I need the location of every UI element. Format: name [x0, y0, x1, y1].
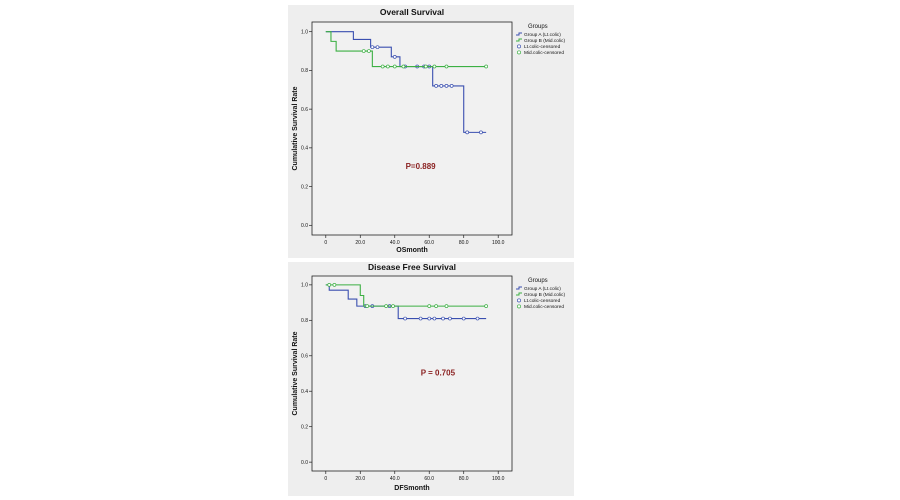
legend-marker-swatch — [517, 298, 521, 303]
censor-marker — [370, 45, 375, 50]
legend-title: Groups — [528, 278, 548, 284]
x-tick-label: 100.0 — [492, 476, 505, 482]
censor-marker — [475, 316, 480, 321]
censor-marker — [423, 64, 428, 69]
y-tick-label: 1.0 — [301, 283, 308, 289]
legend-item: Group A (Lt.colic) — [524, 32, 561, 38]
censor-marker — [401, 64, 406, 69]
censor-marker — [418, 316, 423, 321]
legend-line-swatch — [516, 286, 522, 290]
censor-marker — [392, 55, 397, 59]
censor-marker — [444, 84, 449, 88]
y-tick-label: 0.0 — [301, 460, 308, 466]
y-tick-label: 1.0 — [301, 29, 308, 35]
legend-item: Mid.colic-censored — [524, 50, 564, 56]
censor-marker — [332, 283, 337, 287]
y-tick-label: 0.4 — [301, 146, 308, 152]
x-tick-label: 0 — [324, 240, 327, 246]
censor-marker — [484, 304, 488, 308]
x-tick-label: 20.0 — [355, 476, 365, 482]
plot-area — [311, 275, 513, 472]
x-tick-label: 100.0 — [492, 240, 505, 246]
censor-marker — [380, 64, 385, 69]
censor-marker — [327, 283, 332, 287]
censor-marker — [449, 84, 454, 88]
censor-marker — [432, 64, 437, 69]
censor-marker — [365, 304, 370, 308]
p-value-annotation: P=0.889 — [406, 162, 437, 171]
y-tick-label: 0.6 — [301, 354, 308, 360]
x-tick-label: 80.0 — [459, 240, 469, 246]
chart-title: Overall Survival — [380, 7, 444, 17]
censor-marker — [386, 64, 390, 69]
censor-marker — [361, 49, 366, 53]
censor-marker — [465, 130, 470, 135]
censor-marker — [444, 64, 449, 69]
legend-item: Group A (Lt.colic) — [524, 286, 561, 292]
y-tick-label: 0.8 — [301, 68, 308, 74]
x-tick-label: 0 — [324, 476, 327, 482]
y-tick-label: 0.2 — [301, 184, 308, 190]
legend-marker-swatch — [517, 44, 521, 49]
series-line-group-a — [325, 284, 487, 320]
x-tick-label: 40.0 — [390, 476, 400, 482]
censor-marker — [439, 84, 444, 88]
legend-line-swatch — [516, 38, 522, 42]
legend-title: Groups — [528, 24, 548, 30]
y-tick-label: 0.0 — [301, 223, 308, 229]
censor-marker — [427, 304, 432, 308]
legend-item: Lt.colic-censored — [524, 44, 561, 50]
censor-marker — [367, 49, 371, 53]
y-axis-title: Cumulative Survival Rate — [292, 331, 299, 415]
overall-survival-panel: Overall Survival 0 20.0 40.0 60.0 80.0 100.0 0.… — [288, 5, 574, 258]
legend-item: Group B (Mid.colic) — [524, 38, 565, 44]
chart-title: Disease Free Survival — [368, 262, 456, 272]
censor-marker — [434, 304, 438, 308]
series-line-group-b — [325, 284, 487, 307]
censor-marker — [479, 130, 483, 135]
legend-item: Group B (Mid.colic) — [524, 292, 565, 298]
y-tick-label: 0.2 — [301, 424, 308, 430]
censor-marker — [432, 316, 437, 321]
censor-marker — [375, 45, 380, 50]
p-value-annotation: P = 0.705 — [421, 368, 456, 377]
legend-marker-swatch — [517, 50, 521, 55]
y-tick-label: 0.4 — [301, 389, 308, 395]
censor-marker — [461, 316, 466, 321]
x-axis-title: OSmonth — [396, 247, 428, 254]
legend-line-swatch — [516, 32, 522, 36]
disease-free-survival-panel: Disease Free Survival 0 20.0 40.0 60.0 80.0 10… — [288, 262, 574, 496]
x-tick-label: 80.0 — [459, 476, 469, 482]
censor-marker — [392, 64, 397, 69]
censor-marker — [384, 304, 388, 308]
censor-marker — [403, 316, 407, 321]
x-tick-label: 40.0 — [390, 240, 400, 246]
plot-area — [311, 21, 513, 236]
x-tick-label: 60.0 — [424, 476, 434, 482]
censor-marker — [427, 316, 432, 321]
legend-item: Lt.colic-censored — [524, 298, 561, 304]
series-line-group-b — [325, 31, 487, 68]
censor-marker — [484, 64, 488, 69]
x-tick-label: 60.0 — [424, 240, 434, 246]
legend-line-swatch — [516, 292, 522, 296]
censor-marker — [444, 304, 449, 308]
y-tick-label: 0.6 — [301, 107, 308, 113]
y-axis-title: Cumulative Survival Rate — [292, 86, 299, 170]
censor-marker — [434, 84, 438, 88]
x-axis-title: DFSmonth — [394, 485, 429, 492]
censor-marker — [391, 304, 395, 308]
censor-marker — [448, 316, 452, 321]
legend-item: Mid.colic-censored — [524, 304, 564, 310]
censor-marker — [441, 316, 445, 321]
x-tick-label: 20.0 — [355, 240, 365, 246]
y-tick-label: 0.8 — [301, 318, 308, 324]
legend-marker-swatch — [517, 304, 521, 309]
